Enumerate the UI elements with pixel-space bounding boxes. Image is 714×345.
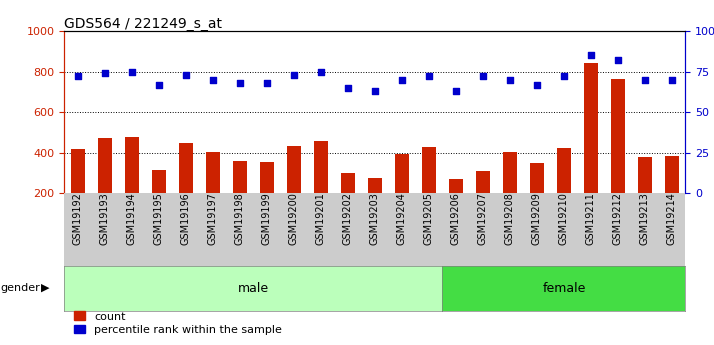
Bar [557,148,570,193]
Bar [125,137,139,193]
Point [423,74,435,79]
Text: gender: gender [1,283,41,293]
Point [477,74,488,79]
Bar [422,147,436,193]
Bar [665,156,679,193]
Text: male: male [238,282,269,295]
Bar [71,149,84,193]
Bar [152,170,166,193]
Bar [638,157,652,193]
Bar [260,162,273,193]
Bar [98,138,111,193]
Bar [233,161,246,193]
Bar [179,142,193,193]
Point [504,77,516,82]
Bar [611,79,625,193]
Point [450,88,461,94]
Bar [314,140,328,193]
Point [612,58,623,63]
Point [558,74,570,79]
Point [666,77,678,82]
Point [180,72,191,78]
Legend: count, percentile rank within the sample: count, percentile rank within the sample [70,307,286,339]
Point [531,82,543,87]
Bar [206,152,220,193]
Point [99,70,111,76]
Point [288,72,300,78]
Point [585,52,597,58]
Text: GDS564 / 221249_s_at: GDS564 / 221249_s_at [64,17,222,31]
Point [342,85,353,91]
Bar [530,163,543,193]
Bar [287,146,301,193]
Point [153,82,164,87]
Bar [584,63,598,193]
Point [72,74,84,79]
Point [234,80,246,86]
Bar [341,173,355,193]
Point [315,69,326,74]
Bar [503,152,517,193]
Text: female: female [542,282,585,295]
Bar [395,154,408,193]
Point [639,77,650,82]
Point [369,88,381,94]
Point [396,77,408,82]
Text: ▶: ▶ [41,283,50,293]
Point [207,77,218,82]
Point [126,69,138,74]
Bar [449,179,463,193]
Bar [368,178,381,193]
Point [261,80,273,86]
Bar [476,171,490,193]
